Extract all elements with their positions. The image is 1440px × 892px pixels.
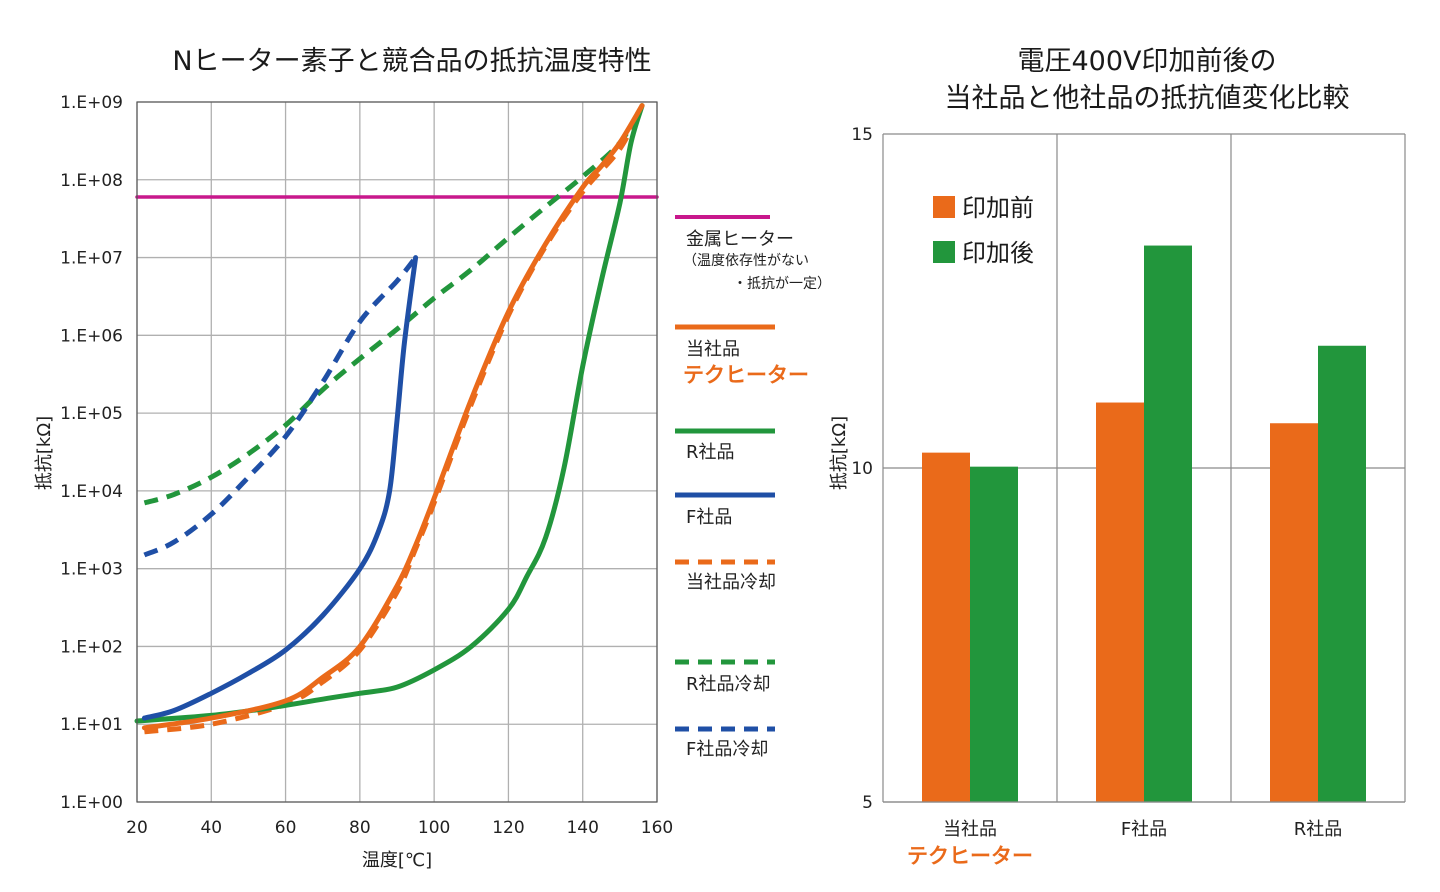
bar-chart: 電圧400V印加前後の 当社品と他社品の抵抗値変化比較 5 10 15 抵抗[kΩ]… — [829, 46, 1406, 868]
series-line-f — [141, 255, 419, 721]
legend-brand-ours: テクヒーター — [683, 363, 809, 387]
bar-chart-title-line-1: 電圧400V印加前後の — [1017, 46, 1276, 77]
legend-label-metal: 金属ヒーター — [686, 229, 794, 250]
line-chart-plot-frame — [136, 101, 658, 803]
series-line-f-cool — [143, 256, 418, 558]
legend-note-metal-2: ・抵抗が一定） — [733, 276, 831, 292]
line-chart-y-tick-label: 1.E+08 — [60, 171, 123, 191]
line-chart-x-label: 温度[℃] — [362, 850, 432, 871]
line-chart-y-tick-label: 1.E+06 — [60, 326, 123, 346]
bar-before-3 — [1270, 423, 1318, 802]
bar-legend-swatch-2 — [933, 241, 955, 263]
line-chart-y-tick-label: 1.E+07 — [60, 249, 123, 269]
line-chart-y-tick-label: 1.E+03 — [60, 560, 123, 580]
line-chart-series — [134, 103, 659, 735]
series-line-ours-cool — [144, 104, 645, 735]
bar-chart-y-tick-label: 15 — [851, 125, 873, 145]
series-line-ours — [141, 103, 645, 731]
legend-note-metal-1: （温度依存性がない — [683, 253, 809, 269]
series-line-r-cool — [143, 104, 645, 506]
bar-chart-y-tick-label: 10 — [851, 459, 873, 479]
line-chart-x-tick-label: 120 — [492, 818, 524, 838]
bar-before-1 — [922, 452, 970, 802]
bar-chart-y-tick-label: 5 — [862, 793, 873, 813]
line-chart-y-tick-label: 1.E+02 — [60, 637, 123, 657]
bar-chart-category-label: F社品 — [1121, 819, 1167, 840]
line-chart-title: Nヒーター素子と競合品の抵抗温度特性 — [172, 46, 651, 77]
bar-chart-category-brand: テクヒーター — [907, 844, 1033, 868]
series-line-r — [134, 103, 645, 724]
line-chart-x-tick-label: 160 — [641, 818, 673, 838]
line-chart-x-tick-label: 100 — [418, 818, 450, 838]
legend-label-f-cool: F社品冷却 — [686, 739, 768, 760]
line-chart-x-tick-label: 20 — [126, 818, 148, 838]
bar-after-1 — [970, 466, 1018, 802]
bar-chart-y-ticks: 5 10 15 — [851, 125, 873, 813]
line-chart-x-tick-label: 40 — [200, 818, 222, 838]
bar-after-2 — [1144, 245, 1192, 802]
line-chart-y-tick-label: 1.E+04 — [60, 482, 123, 502]
line-chart: Nヒーター素子と競合品の抵抗温度特性 1.E+001.E+011.E+021.E… — [34, 46, 673, 871]
legend-label-ours-cool: 当社品冷却 — [686, 572, 776, 593]
bar-legend-swatch-1 — [933, 196, 955, 218]
bar-chart-bars — [883, 245, 1405, 803]
bar-chart-category-label: R社品 — [1294, 819, 1343, 840]
line-chart-legend: 金属ヒーター （温度依存性がない ・抵抗が一定） 当社品 テクヒーター R社品 … — [675, 215, 831, 760]
line-chart-x-ticks: 20 40 60 80 100 120 140 160 — [126, 818, 673, 838]
legend-label-ours: 当社品 — [686, 339, 740, 360]
line-chart-y-ticks: 1.E+00 1.E+01 1.E+02 1.E+03 1.E+04 1.E+05 1.E+… — [60, 93, 123, 813]
bar-after-3 — [1318, 345, 1366, 802]
line-chart-x-tick-label: 80 — [349, 818, 371, 838]
line-chart-y-label: 抵抗[kΩ] — [34, 416, 55, 490]
line-chart-grid — [136, 101, 658, 803]
bar-chart-category-label: 当社品 — [943, 819, 997, 840]
bar-legend-label-1: 印加前 — [962, 194, 1034, 222]
bar-before-2 — [1096, 402, 1144, 802]
line-chart-y-tick-label: 1.E+05 — [60, 404, 123, 424]
line-chart-x-tick-label: 140 — [566, 818, 598, 838]
line-chart-y-tick-label: 1.E+01 — [60, 715, 123, 735]
line-chart-y-tick-label: 1.E+09 — [60, 93, 123, 113]
line-chart-y-tick-label: 1.E+00 — [60, 793, 123, 813]
bar-chart-y-label: 抵抗[kΩ] — [829, 416, 850, 490]
legend-label-r: R社品 — [686, 442, 735, 463]
line-chart-x-tick-label: 60 — [275, 818, 297, 838]
legend-label-f: F社品 — [686, 507, 732, 528]
legend-label-r-cool: R社品冷却 — [686, 674, 771, 695]
bar-chart-title-line-2: 当社品と他社品の抵抗値変化比較 — [945, 83, 1350, 114]
bar-legend-label-2: 印加後 — [962, 239, 1034, 267]
